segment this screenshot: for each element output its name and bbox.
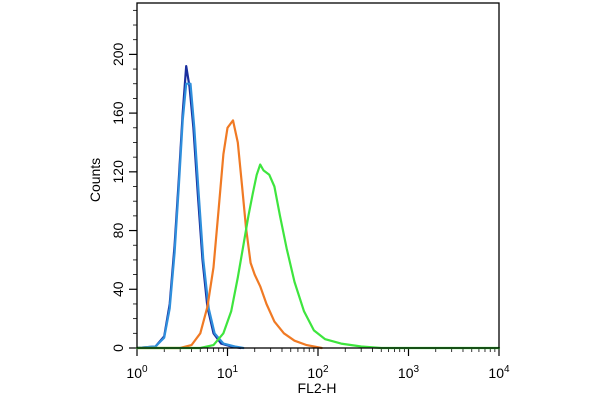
y-tick-label-0: 0 xyxy=(110,344,126,352)
y-tick-label-4: 160 xyxy=(110,101,126,125)
chart-marks: 100 101 102 103 104 0 40 80 120 160 200 xyxy=(110,9,510,381)
x-tick-label-4: 104 xyxy=(488,364,510,381)
y-tick-label-5: 200 xyxy=(110,42,126,66)
y-tick-label-2: 80 xyxy=(110,223,126,239)
y-tick-label-1: 40 xyxy=(110,281,126,297)
x-tick-label-2: 102 xyxy=(307,364,329,381)
x-axis-title: FL2-H xyxy=(298,380,337,396)
y-axis-title-group: Counts xyxy=(87,158,103,202)
y-tick-label-3: 120 xyxy=(110,160,126,184)
histogram-series-1 xyxy=(135,82,245,350)
x-tick-label-3: 103 xyxy=(398,364,420,381)
x-tick-label-0: 100 xyxy=(126,364,148,381)
plot-frame xyxy=(136,2,500,349)
histogram-series-0 xyxy=(135,65,242,350)
x-tick-label-1: 101 xyxy=(217,364,239,381)
histogram-series-2 xyxy=(135,119,323,350)
histogram-series-3 xyxy=(135,163,501,350)
y-axis-title: Counts xyxy=(87,158,103,202)
